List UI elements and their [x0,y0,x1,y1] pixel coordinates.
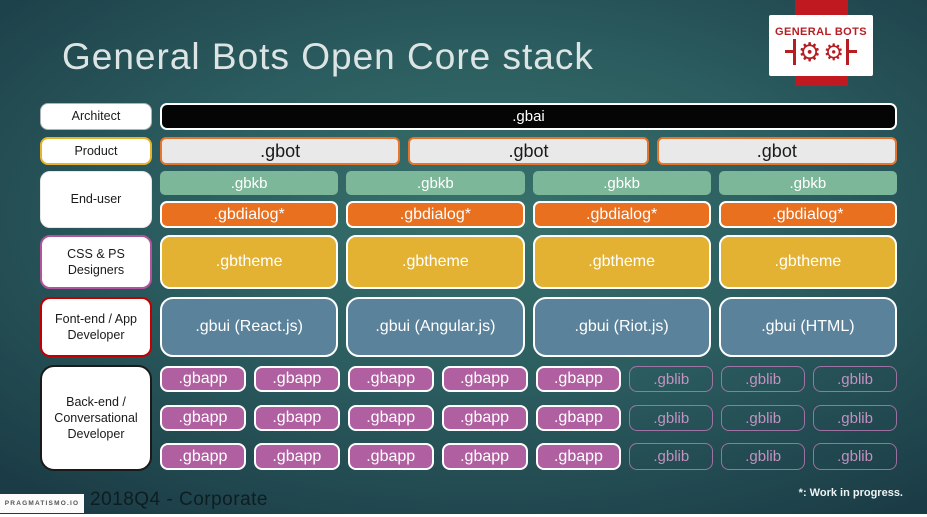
pragmatismo-badge: PRAGMATISMO.IO [0,494,84,513]
gbapp-box: .gbapp [253,366,340,392]
gbtheme-box: .gbtheme [346,235,525,289]
gblib-box: .gblib [813,366,897,392]
footer-work-in-progress-note: *: Work in progress. [798,487,903,499]
gbapp-box: .gbapp [535,405,622,431]
gbtheme-box: .gbtheme [718,235,897,289]
gbapp-box: .gbapp [535,443,622,470]
gbapp-box: .gbapp [441,366,528,392]
gbapp-box: .gbapp [160,443,246,470]
label-architect: Architect [40,103,152,130]
row-gbot: .gbot .gbot .gbot [160,137,897,165]
gbui-angular-box: .gbui (Angular.js) [346,297,525,357]
label-backend-conversational-developer: Back-end / Conversational Developer [40,365,152,471]
label-frontend-app-developer: Font-end / App Developer [40,297,152,357]
gbapp-box: .gbapp [253,405,340,431]
label-end-user: End-user [40,171,152,228]
footer-quarter-text: 2018Q4 - Corporate [90,489,268,510]
row-gbdialog: .gbdialog* .gbdialog* .gbdialog* .gbdial… [160,201,897,228]
gblib-box: .gblib [629,366,714,392]
row-gbapp-2: .gbapp .gbapp .gbapp .gbapp .gbapp .gbli… [160,405,897,431]
logo-brand-text: GENERAL BOTS [775,26,867,38]
logo-right-bar-icon [845,39,857,65]
gbai-box: .gbai [160,103,897,130]
row-gbui: .gbui (React.js) .gbui (Angular.js) .gbu… [160,297,897,357]
gbkb-box: .gbkb [160,171,339,195]
row-gbai: .gbai [160,103,897,130]
general-bots-logo: GENERAL BOTS ⚙ ⚙ [769,15,873,76]
gbdialog-box: .gbdialog* [718,201,897,228]
gbapp-box: .gbapp [347,405,434,431]
gblib-box: .gblib [813,405,897,431]
gbkb-box: .gbkb [532,171,711,195]
gbapp-box: .gbapp [441,405,528,431]
gbtheme-box: .gbtheme [160,235,339,289]
gblib-box: .gblib [721,443,806,470]
gear-icon: ⚙ [823,38,844,65]
gbtheme-box: .gbtheme [532,235,711,289]
gbui-riot-box: .gbui (Riot.js) [532,297,711,357]
gbdialog-box: .gbdialog* [532,201,711,228]
logo-left-bar-icon [785,39,797,65]
gblib-box: .gblib [629,443,714,470]
gblib-box: .gblib [813,443,897,470]
gbapp-box: .gbapp [253,443,340,470]
gbapp-box: .gbapp [535,366,622,392]
row-gbapp-1: .gbapp .gbapp .gbapp .gbapp .gbapp .gbli… [160,366,897,392]
gbapp-box: .gbapp [160,405,246,431]
gbapp-box: .gbapp [347,443,434,470]
gbot-box: .gbot [408,137,649,165]
gbkb-box: .gbkb [346,171,525,195]
gbui-html-box: .gbui (HTML) [718,297,897,357]
gbot-box: .gbot [160,137,401,165]
gblib-box: .gblib [721,366,806,392]
row-gbkb: .gbkb .gbkb .gbkb .gbkb [160,171,897,195]
gbapp-box: .gbapp [347,366,434,392]
gblib-box: .gblib [629,405,714,431]
slide-bottom-edge [0,514,927,517]
label-css-ps-designers: CSS & PS Designers [40,235,152,289]
gbot-box: .gbot [656,137,897,165]
row-gbapp-3: .gbapp .gbapp .gbapp .gbapp .gbapp .gbli… [160,443,897,470]
gbdialog-box: .gbdialog* [160,201,339,228]
gbkb-box: .gbkb [718,171,897,195]
gear-icon: ⚙ ⚙ [785,37,857,67]
gbapp-box: .gbapp [160,366,246,392]
gbdialog-box: .gbdialog* [346,201,525,228]
gbapp-box: .gbapp [441,443,528,470]
row-gbtheme: .gbtheme .gbtheme .gbtheme .gbtheme [160,235,897,289]
gbui-react-box: .gbui (React.js) [160,297,339,357]
gblib-box: .gblib [721,405,806,431]
label-product: Product [40,137,152,165]
gear-icon: ⚙ [798,37,822,67]
page-title: General Bots Open Core stack [62,36,594,77]
